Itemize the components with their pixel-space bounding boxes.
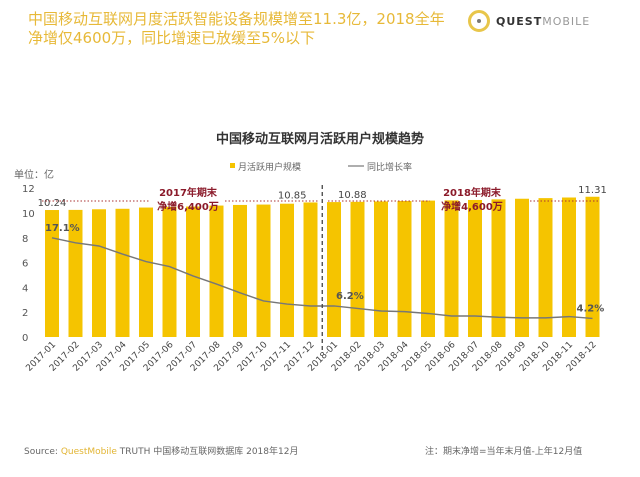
bar	[350, 201, 365, 337]
bar	[374, 201, 388, 337]
annotation-line2: 净增4,600万	[441, 200, 503, 213]
y-axis-unit: 单位：亿	[14, 168, 54, 181]
bar	[491, 199, 506, 337]
bar-data-label: 11.31	[578, 185, 607, 196]
bar	[562, 197, 576, 337]
bar	[468, 199, 482, 337]
bar-data-label: 10.88	[338, 190, 367, 201]
source-label: Source:	[24, 447, 58, 457]
rate-data-label: 4.2%	[577, 303, 605, 314]
annotation-line2: 净增6,400万	[157, 200, 219, 213]
logo-icon	[468, 10, 490, 32]
y-tick-label: 4	[22, 283, 28, 294]
bar-data-label: 10.24	[38, 198, 67, 209]
chart-title: 中国移动互联网月活跃用户规模趋势	[216, 131, 424, 147]
legend-bar-label: 月活跃用户规模	[238, 161, 301, 173]
logo-bold: QUEST	[496, 14, 543, 28]
bar	[327, 202, 341, 337]
footnote: 注：期末净增=当年末月值-上年12月值	[425, 447, 583, 457]
bar-data-label: 10.85	[278, 190, 307, 201]
y-tick-label: 8	[22, 234, 28, 245]
rate-data-label: 6.2%	[336, 291, 364, 302]
bar	[421, 200, 435, 337]
y-tick-label: 12	[22, 184, 35, 195]
bar	[162, 206, 177, 337]
bar	[585, 196, 600, 337]
y-tick-label: 10	[22, 209, 35, 220]
source: Source: QuestMobile TRUTH 中国移动互联网数据库 201…	[24, 444, 298, 457]
bar	[303, 202, 318, 337]
bar	[538, 198, 553, 337]
source-brand: QuestMobile	[60, 447, 117, 457]
bar	[45, 210, 59, 337]
bar	[139, 207, 153, 337]
bar	[444, 200, 459, 337]
bar	[256, 204, 271, 337]
bar	[186, 206, 200, 337]
bar	[515, 198, 529, 337]
annotation-line1: 2017年期末	[159, 186, 218, 199]
bar	[115, 208, 130, 337]
bar	[92, 209, 106, 337]
y-tick-label: 0	[22, 333, 28, 344]
bar	[280, 203, 294, 337]
bar	[397, 200, 412, 337]
legend-line-label: 同比增长率	[367, 161, 412, 173]
legend-bar-swatch	[230, 163, 235, 168]
bar	[233, 204, 247, 337]
headline: 中国移动互联网月度活跃智能设备规模增至11.3亿，2018全年净增仅4600万，…	[28, 10, 445, 47]
logo-light: MOBILE	[542, 14, 591, 28]
questmobile-logo: QUESTMOBILE	[468, 10, 590, 32]
y-tick-label: 2	[22, 308, 28, 319]
bar	[209, 205, 224, 337]
annotation-line1: 2018年期末	[443, 186, 502, 199]
y-tick-label: 6	[22, 259, 28, 270]
source-rest: TRUTH 中国移动互联网数据库 2018年12月	[119, 447, 299, 457]
rate-data-label: 17.1%	[45, 223, 80, 234]
